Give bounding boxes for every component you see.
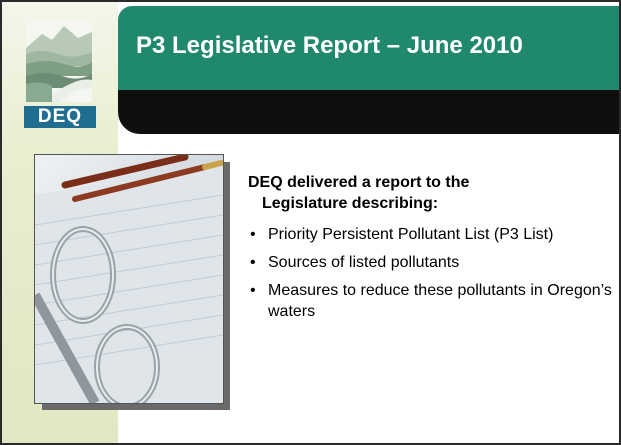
bullet-dot: • [250, 282, 256, 299]
binder-with-pen-photo [35, 155, 223, 403]
bullet-list: • Priority Persistent Pollutant List (P3… [248, 224, 612, 322]
slide-title: P3 Legislative Report – June 2010 [136, 32, 523, 59]
bullet-item: • Measures to reduce these pollutants in… [248, 280, 612, 322]
lead-text: DEQ delivered a report to the Legislatur… [248, 172, 612, 214]
bullet-dot: • [250, 226, 256, 243]
binder-photo [34, 154, 224, 404]
bullet-text: Sources of listed pollutants [268, 254, 460, 271]
bullet-text: Measures to reduce these pollutants in O… [268, 282, 612, 320]
title-bar-accent [118, 90, 619, 134]
bullet-text: Priority Persistent Pollutant List (P3 L… [268, 226, 554, 243]
lead-line-2: Legislature describing: [262, 195, 439, 212]
deq-logo: DEQ [12, 14, 106, 128]
lead-line-1: DEQ delivered a report to the [248, 174, 470, 191]
title-bar [118, 6, 619, 90]
bullet-item: • Priority Persistent Pollutant List (P3… [248, 224, 612, 245]
mountains-river-icon [26, 20, 92, 102]
bullet-dot: • [250, 254, 256, 271]
slide-content: DEQ delivered a report to the Legislatur… [248, 172, 612, 329]
deq-wordmark: DEQ [24, 106, 96, 128]
bullet-item: • Sources of listed pollutants [248, 252, 612, 273]
